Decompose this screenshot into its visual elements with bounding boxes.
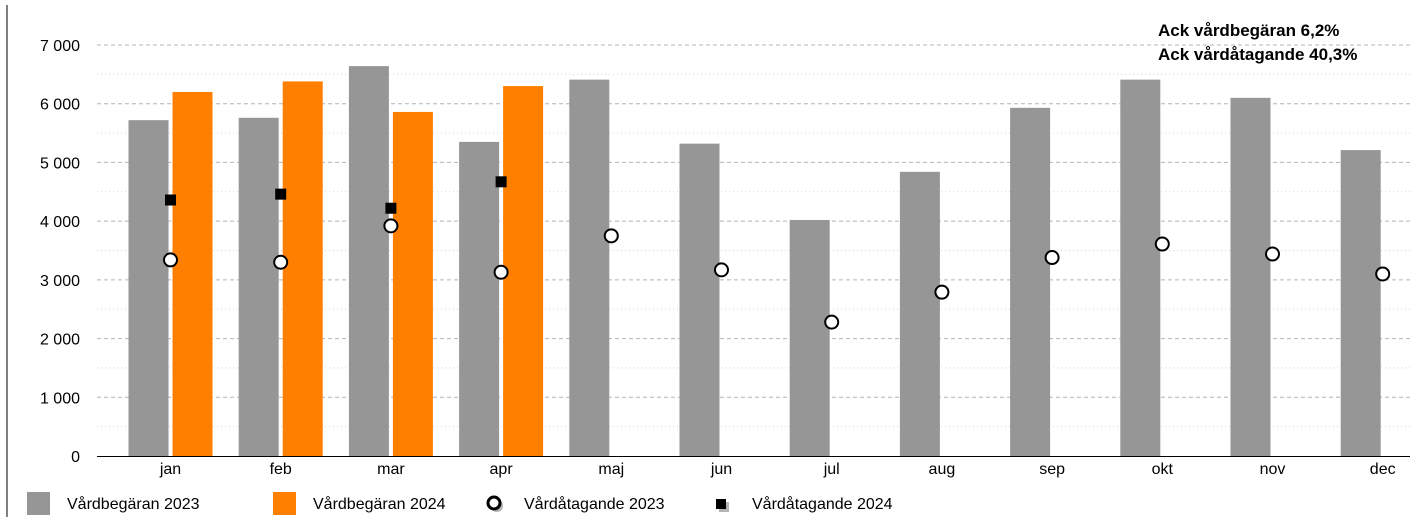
marker-vardatagande-2023-feb	[273, 254, 289, 270]
bar-dec-2023	[1340, 150, 1381, 456]
y-tick-label: 4 000	[40, 214, 80, 231]
bar-jun-2023	[679, 143, 720, 456]
legend-label: Vårdåtagande 2024	[752, 495, 893, 513]
x-tick-label: dec	[1370, 461, 1396, 478]
bar-jan-2024	[172, 91, 213, 456]
legend-label: Vårdbegäran 2024	[313, 495, 446, 513]
bar-okt-2023	[1120, 79, 1161, 457]
x-tick-label: apr	[490, 461, 514, 478]
marker-vardatagande-2024-jan	[165, 194, 176, 206]
legend: Vårdbegäran 2023 Vårdbegäran 2024 Vårdåtag…	[27, 492, 893, 515]
marker-vardatagande-2023-sep	[1044, 250, 1060, 266]
y-tick-label: 6 000	[40, 97, 80, 114]
y-tick-label: 5 000	[40, 155, 80, 172]
y-tick-label: 0	[71, 449, 80, 466]
y-tick-label: 3 000	[40, 273, 80, 290]
bar-aug-2023	[899, 171, 940, 456]
marker-vardatagande-2023-apr	[493, 264, 509, 280]
bar-nov-2023	[1230, 97, 1271, 456]
x-tick-label: jul	[823, 461, 840, 478]
marker-vardatagande-2024-feb	[275, 188, 287, 200]
bar-apr-2023	[459, 141, 500, 456]
marker-vardatagande-2024-apr	[495, 176, 507, 188]
x-tick-label: nov	[1260, 461, 1286, 478]
marker-vardatagande-2023-maj	[603, 228, 619, 244]
annotation-ack-vardatagande: Ack vårdåtagande 40,3%	[1158, 45, 1357, 64]
marker-vardatagande-2023-jul	[824, 314, 840, 330]
marker-vardatagande-2023-jun	[714, 262, 729, 278]
legend-label: Vårdbegäran 2023	[67, 495, 200, 513]
marker-vardatagande-2023-dec	[1375, 266, 1391, 282]
x-tick-label: mar	[377, 461, 405, 478]
y-tick-label: 1 000	[40, 390, 80, 407]
marker-vardatagande-2023-okt	[1154, 236, 1170, 252]
markers	[163, 176, 1391, 330]
bar-jan-2023	[128, 120, 169, 456]
x-tick-label: jan	[159, 461, 181, 478]
bar-mar-2023	[348, 66, 389, 456]
bar-feb-2023	[238, 117, 279, 456]
bar-sep-2023	[1010, 107, 1051, 457]
x-tick-label: okt	[1152, 461, 1174, 478]
x-tick-label: aug	[929, 461, 956, 478]
x-axis-ticks: jan feb mar apr maj jun jul aug sep okt nov dec	[159, 461, 1396, 478]
legend-swatch-circle	[486, 495, 502, 511]
bar-feb-2024	[282, 81, 323, 456]
x-tick-label: maj	[598, 461, 624, 478]
legend-swatch-square	[716, 499, 726, 509]
annotation-ack-vardbegaran: Ack vårdbegäran 6,2%	[1158, 21, 1339, 40]
marker-vardatagande-2024-mar	[385, 202, 397, 214]
bar-jul-2023	[789, 219, 830, 456]
legend-label: Vårdåtagande 2023	[524, 495, 665, 513]
bar-apr-2024	[503, 86, 544, 456]
marker-vardatagande-2023-aug	[934, 284, 950, 300]
x-tick-label: jun	[710, 461, 732, 478]
x-tick-label: sep	[1039, 461, 1065, 478]
marker-vardatagande-2023-nov	[1265, 246, 1280, 262]
bar-mar-2024	[392, 111, 433, 456]
bar-maj-2023	[569, 79, 610, 457]
y-axis-ticks: 0 1 000 2 000 3 000 4 000 5 000 6 000 7 000	[40, 38, 80, 466]
legend-swatch-1	[273, 492, 296, 515]
y-tick-label: 7 000	[40, 38, 80, 55]
marker-vardatagande-2023-mar	[383, 218, 399, 234]
bars	[128, 66, 1381, 457]
y-tick-label: 2 000	[40, 332, 80, 349]
x-tick-label: feb	[270, 461, 292, 478]
marker-vardatagande-2023-jan	[163, 252, 178, 268]
legend-swatch-0	[27, 492, 50, 515]
